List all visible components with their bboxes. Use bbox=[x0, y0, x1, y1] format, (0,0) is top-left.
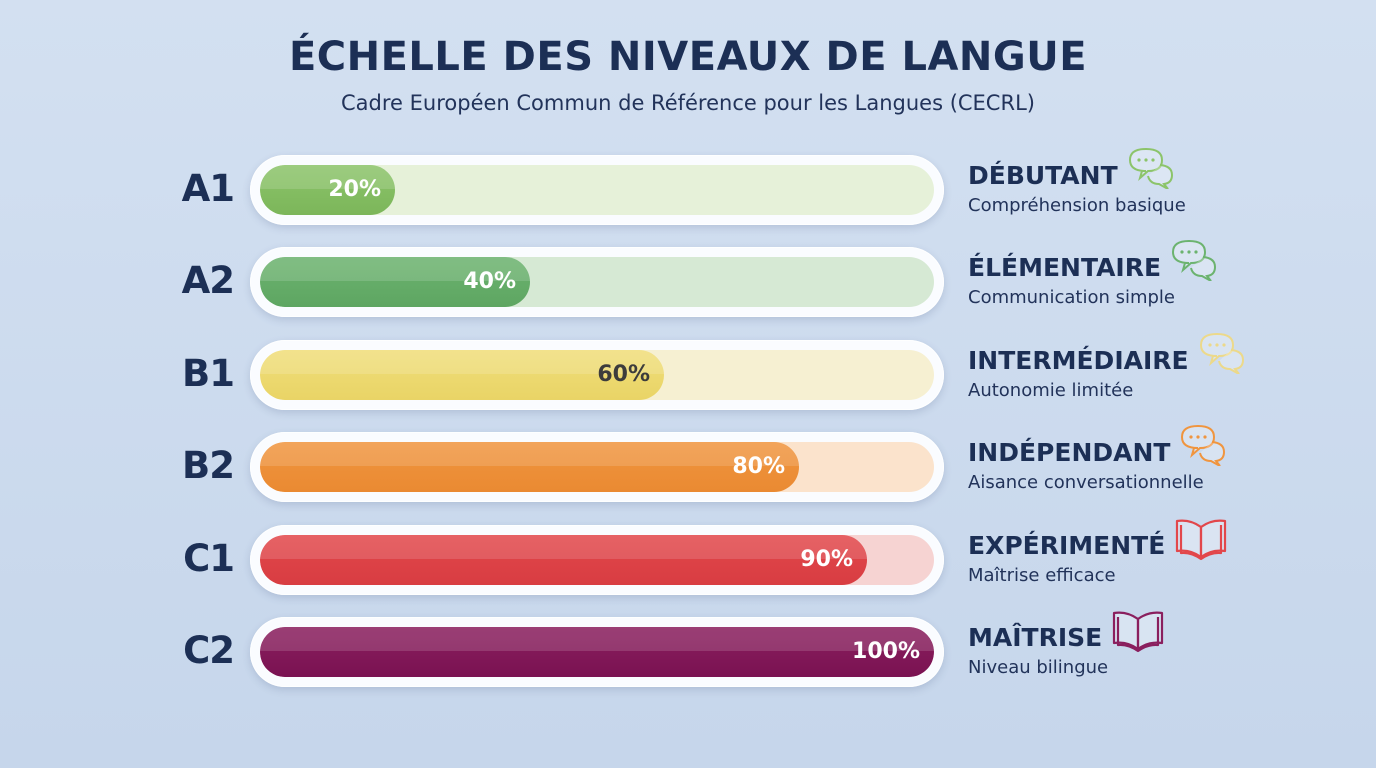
level-row-b1: B1 60% INTERMÉDIAIRE Autonomie limitée bbox=[0, 332, 1376, 410]
bar-background: 90% bbox=[260, 534, 934, 585]
bar-fill-a1 bbox=[260, 165, 395, 215]
level-description: Aisance conversationnelle bbox=[968, 472, 1204, 494]
bar-background: 60% bbox=[260, 349, 934, 400]
bar-value-label: 20% bbox=[328, 177, 381, 202]
level-code: A1 bbox=[181, 167, 235, 210]
bar-background: 40% bbox=[260, 257, 934, 308]
speech-bubbles-icon bbox=[1178, 422, 1228, 470]
level-description: Maîtrise efficace bbox=[968, 564, 1116, 586]
page-subtitle: Cadre Européen Commun de Référence pour … bbox=[341, 91, 1035, 115]
level-code: C2 bbox=[183, 629, 235, 672]
page-title: ÉCHELLE DES NIVEAUX DE LANGUE bbox=[288, 34, 1088, 80]
bar-background: 20% bbox=[260, 165, 934, 215]
level-description: Communication simple bbox=[968, 287, 1176, 309]
bar-fill-c1 bbox=[260, 534, 867, 585]
level-row-c1: C1 90% EXPÉRIMENTÉ Maîtrise efficace bbox=[0, 519, 1376, 595]
bar-value-label: 100% bbox=[852, 639, 920, 664]
level-description: Niveau bilingue bbox=[968, 657, 1109, 678]
level-name: EXPÉRIMENTÉ bbox=[968, 530, 1166, 560]
bar-track: 100% bbox=[250, 617, 944, 687]
speech-bubbles-icon bbox=[1169, 237, 1219, 285]
level-name: DÉBUTANT bbox=[968, 161, 1118, 190]
level-row-b2: B2 80% INDÉPENDANT Aisance conversationnell… bbox=[0, 425, 1376, 503]
bar-track: 60% bbox=[250, 339, 944, 410]
level-code: B2 bbox=[182, 444, 235, 488]
level-name: MAÎTRISE bbox=[968, 623, 1103, 652]
bar-track: 90% bbox=[250, 524, 944, 595]
level-code: A2 bbox=[181, 259, 235, 303]
bar-track: 40% bbox=[250, 247, 944, 318]
bar-value-label: 60% bbox=[597, 361, 650, 387]
open-book-icon bbox=[1173, 515, 1229, 565]
speech-bubbles-icon bbox=[1126, 145, 1176, 193]
bar-fill-b1 bbox=[260, 349, 664, 400]
bar-track: 80% bbox=[250, 432, 944, 503]
bar-value-label: 90% bbox=[800, 546, 853, 572]
bar-fill-b2 bbox=[260, 442, 799, 493]
bar-fill-c2 bbox=[260, 627, 934, 677]
level-name: INDÉPENDANT bbox=[968, 438, 1171, 468]
bar-fill-a2 bbox=[260, 257, 530, 308]
level-row-a1: A1 20% DÉBUTANT Compréhension basique bbox=[0, 147, 1376, 225]
level-name: ÉLÉMENTAIRE bbox=[968, 253, 1162, 283]
bar-background: 80% bbox=[260, 442, 934, 493]
speech-bubbles-icon bbox=[1197, 330, 1247, 378]
bar-value-label: 40% bbox=[463, 269, 516, 295]
bar-value-label: 80% bbox=[732, 454, 785, 480]
level-description: Autonomie limitée bbox=[968, 379, 1134, 401]
open-book-icon bbox=[1110, 607, 1166, 657]
level-code: C1 bbox=[183, 536, 235, 580]
level-row-c2: C2 100% MAÎTRISE Niveau bilingue bbox=[0, 611, 1376, 687]
level-code: B1 bbox=[182, 351, 235, 395]
level-name: INTERMÉDIAIRE bbox=[968, 345, 1189, 375]
bar-background: 100% bbox=[260, 627, 934, 677]
level-description: Compréhension basique bbox=[968, 195, 1186, 216]
level-row-a2: A2 40% ÉLÉMENTAIRE Communication simple bbox=[0, 240, 1376, 318]
bar-track: 20% bbox=[250, 155, 944, 225]
